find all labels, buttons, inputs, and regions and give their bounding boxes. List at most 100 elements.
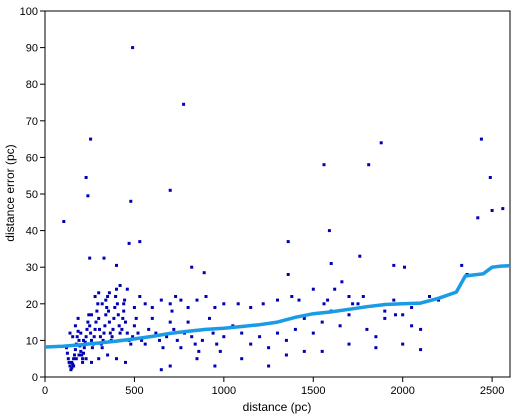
data-point xyxy=(84,176,88,179)
data-point xyxy=(394,313,397,317)
data-point xyxy=(113,306,117,309)
data-point xyxy=(125,287,129,291)
data-point xyxy=(136,331,140,335)
data-point xyxy=(322,163,326,167)
data-point xyxy=(66,357,70,361)
x-tick-label: 2500 xyxy=(480,385,504,397)
data-point xyxy=(326,298,330,302)
data-point xyxy=(218,349,222,353)
data-point xyxy=(86,194,90,198)
data-point xyxy=(284,353,288,357)
data-point xyxy=(351,302,355,306)
data-point xyxy=(276,298,279,302)
data-point xyxy=(104,298,108,302)
data-point xyxy=(401,342,405,346)
data-point xyxy=(79,349,83,353)
data-point xyxy=(84,335,88,339)
data-point xyxy=(211,331,215,335)
data-point xyxy=(81,360,85,364)
data-point xyxy=(123,298,127,302)
data-point xyxy=(115,287,118,291)
data-point xyxy=(165,335,169,339)
data-point xyxy=(94,320,98,324)
data-point xyxy=(383,316,387,320)
data-point xyxy=(488,176,492,179)
data-point xyxy=(118,331,122,335)
data-point xyxy=(490,209,494,212)
data-point xyxy=(110,335,114,339)
data-point xyxy=(204,295,208,298)
data-point xyxy=(93,327,97,331)
data-point xyxy=(134,316,138,320)
data-point xyxy=(286,240,290,244)
data-point xyxy=(374,335,378,339)
data-point xyxy=(338,324,342,328)
data-point xyxy=(401,313,405,317)
data-point xyxy=(67,360,71,364)
data-point xyxy=(102,256,106,260)
data-point xyxy=(410,324,414,328)
data-point xyxy=(70,360,74,364)
data-point xyxy=(186,306,190,309)
data-point xyxy=(106,295,110,298)
x-tick-label: 2000 xyxy=(390,385,414,397)
data-point xyxy=(322,302,326,306)
plot-area xyxy=(44,10,511,378)
data-point xyxy=(175,338,179,342)
data-point xyxy=(258,335,262,339)
data-point xyxy=(365,327,369,331)
y-tick-label: 50 xyxy=(26,189,38,201)
data-point xyxy=(168,302,172,306)
data-point xyxy=(428,295,431,298)
y-tick-label: 20 xyxy=(26,299,38,311)
data-point xyxy=(286,273,290,276)
data-point xyxy=(87,313,91,317)
data-point xyxy=(85,327,89,331)
data-point xyxy=(95,309,99,313)
data-point xyxy=(147,327,151,331)
data-point xyxy=(150,316,154,320)
data-point xyxy=(117,324,121,328)
data-point xyxy=(170,309,174,313)
data-point xyxy=(71,335,75,339)
data-point xyxy=(71,362,75,366)
data-point xyxy=(501,207,505,211)
data-point xyxy=(108,331,112,335)
data-point xyxy=(311,331,315,335)
data-point xyxy=(197,349,201,353)
data-point xyxy=(195,357,199,361)
x-tick-label: 500 xyxy=(125,385,143,397)
data-point xyxy=(374,346,378,350)
data-point xyxy=(101,338,105,342)
data-point xyxy=(107,309,110,313)
data-point xyxy=(236,302,240,306)
data-point xyxy=(159,368,163,372)
trend-line xyxy=(44,263,511,349)
data-point xyxy=(90,346,94,350)
data-point xyxy=(100,302,104,306)
data-point xyxy=(132,306,136,309)
data-point xyxy=(76,329,80,333)
data-point xyxy=(297,298,301,302)
data-point xyxy=(222,302,226,306)
data-point xyxy=(249,306,253,309)
data-point xyxy=(358,254,362,258)
x-axis-title: distance (pc) xyxy=(243,400,312,414)
data-point xyxy=(77,353,81,357)
data-point xyxy=(174,295,178,298)
data-point xyxy=(383,309,387,313)
data-point xyxy=(261,302,265,306)
data-point xyxy=(75,335,79,339)
y-tick-label: 10 xyxy=(26,335,38,347)
data-point xyxy=(82,351,85,355)
data-point xyxy=(65,351,69,355)
data-point xyxy=(89,137,93,141)
data-point xyxy=(460,263,464,267)
data-point xyxy=(132,324,136,328)
data-point xyxy=(115,263,118,267)
axes: 0 500 1000 1500 2000 2500 0 10 20 30 40 50 60 70 80 90 1… xyxy=(20,6,505,397)
data-point xyxy=(182,102,186,106)
data-point xyxy=(168,320,172,324)
data-point xyxy=(76,316,80,320)
